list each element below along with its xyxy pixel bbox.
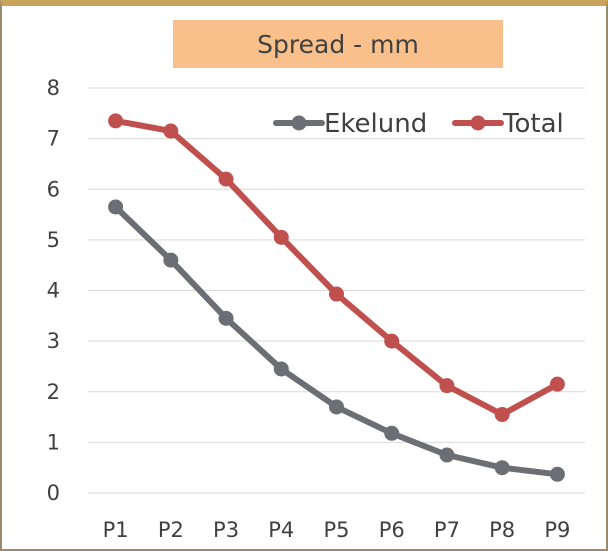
legend: Ekelund Total <box>273 109 564 139</box>
y-tick-label: 8 <box>47 76 60 100</box>
data-point-ekelund <box>273 361 289 377</box>
data-point-total <box>108 113 124 129</box>
chart-title-box <box>173 20 503 68</box>
x-tick-label: P4 <box>268 518 294 542</box>
y-tick-label: 3 <box>47 329 60 353</box>
data-point-total <box>329 286 344 302</box>
x-axis-ticks: P1 P2 P3 P4 P5 P6 P7 P8 P9 <box>103 518 571 542</box>
y-tick-label: 4 <box>47 279 60 303</box>
x-tick-label: P6 <box>379 518 405 542</box>
data-point-ekelund <box>108 199 124 215</box>
data-point-total <box>163 123 179 139</box>
x-tick-label: P2 <box>158 518 184 542</box>
data-point-total <box>494 407 510 423</box>
y-tick-label: 5 <box>47 228 60 252</box>
chart-title: Spread - mm <box>257 30 419 59</box>
data-point-total <box>273 229 289 245</box>
x-tick-label: P1 <box>103 518 129 542</box>
data-point-total <box>218 171 234 187</box>
y-tick-label: 1 <box>47 430 60 454</box>
x-tick-label: P9 <box>544 518 570 542</box>
data-point-ekelund <box>384 425 400 441</box>
legend-label-total: Total <box>502 109 564 139</box>
data-point-ekelund <box>329 399 344 415</box>
data-point-ekelund <box>549 466 565 482</box>
legend-marker-ekelund <box>291 115 307 131</box>
data-point-ekelund <box>163 252 179 268</box>
data-point-total <box>549 376 565 392</box>
y-tick-label: 0 <box>47 481 60 505</box>
y-tick-label: 6 <box>47 177 60 201</box>
data-point-total <box>384 333 400 349</box>
y-axis-ticks: 0 1 2 3 4 5 6 7 8 <box>47 76 60 505</box>
y-tick-label: 7 <box>47 127 60 151</box>
series-group <box>108 113 565 482</box>
gridlines <box>88 87 585 494</box>
data-point-ekelund <box>439 447 455 463</box>
data-point-ekelund <box>494 460 510 476</box>
data-point-ekelund <box>218 310 234 326</box>
legend-marker-total <box>470 115 486 131</box>
x-tick-label: P3 <box>213 518 239 542</box>
x-tick-label: P7 <box>434 518 460 542</box>
x-tick-label: P8 <box>489 518 515 542</box>
data-point-total <box>439 378 455 394</box>
legend-label-ekelund: Ekelund <box>324 109 427 139</box>
y-tick-label: 2 <box>47 380 60 404</box>
x-tick-label: P5 <box>323 518 349 542</box>
